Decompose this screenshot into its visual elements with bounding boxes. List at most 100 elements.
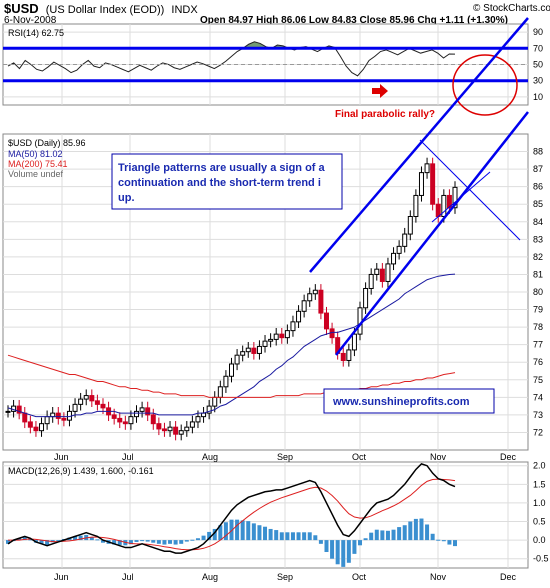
macd-histogram-bar [45,540,50,545]
rsi-tick-label: 10 [533,92,543,102]
macd-histogram-bar [341,540,346,567]
price-candle [251,347,257,354]
price-candle [55,412,61,419]
price-candle [167,426,173,432]
macd-tick-label: -0.5 [533,554,549,564]
macd-histogram-bar [330,540,335,559]
macd-histogram-bar [268,528,273,541]
price-candle [100,403,106,409]
price-candle [307,293,313,302]
price-candle [418,172,424,196]
macd-histogram-bar [95,539,100,541]
macd-signal-line [8,478,456,551]
macd-histogram-bar [453,540,457,547]
date-label: 6-Nov-2008 [4,15,57,26]
price-candle [156,423,162,430]
price-month-label: Dec [500,452,517,462]
macd-tick-label: 2.0 [533,461,546,471]
price-candle [117,417,123,423]
price-candle [435,203,441,218]
price-candle [217,386,223,398]
macd-histogram-bar [100,540,105,543]
price-candle [111,414,117,419]
macd-histogram-bar [140,540,145,542]
macd-histogram-bar [263,526,268,541]
macd-histogram-bar [352,540,357,554]
macd-histogram-bar [302,532,307,541]
triangle-upper-line [419,139,521,241]
price-candle [240,351,246,356]
price-tick-label: 79 [533,305,543,315]
price-tick-label: 77 [533,340,543,350]
macd-histogram-bar [335,540,340,565]
price-month-label: Oct [352,452,367,462]
price-candle [161,428,167,432]
price-tick-label: 88 [533,147,543,157]
triangle-note-text: continuation and the short-term trend i [118,177,321,189]
website-text: www.sunshineprofits.com [332,396,470,408]
price-tick-label: 87 [533,164,543,174]
price-candle [16,405,22,414]
price-candle [72,403,78,412]
macd-histogram-bar [430,533,435,541]
price-candle [256,345,262,354]
price-candle [145,407,151,416]
macd-histogram-bar [402,525,407,541]
macd-histogram-bar [151,540,156,543]
macd-histogram-bar [56,540,61,542]
macd-histogram-bar [218,525,223,541]
price-candle [452,186,458,209]
price-candle [301,300,307,312]
macd-histogram-bar [391,529,396,541]
macd-month-label: Jun [54,572,69,582]
price-candle [346,349,352,361]
price-tick-label: 80 [533,287,543,297]
legend-volume: Volume undef [8,169,64,179]
macd-histogram-bar [436,539,441,541]
price-candle [430,163,436,205]
macd-line [7,463,456,554]
price-candle [184,426,190,432]
macd-month-label: Jul [122,572,134,582]
price-candle [223,375,229,388]
macd-month-label: Aug [202,572,218,582]
price-candle [379,268,385,282]
price-tick-label: 76 [533,357,543,367]
macd-histogram-bar [307,532,312,541]
credit-label: © StockCharts.com [473,3,550,14]
macd-histogram-bar [363,538,368,541]
price-candle [391,252,397,265]
macd-histogram-bar [39,540,44,544]
price-month-label: Jul [122,452,134,462]
price-candle [206,405,212,414]
highlight-circle [452,54,518,116]
macd-histogram-bar [408,521,413,541]
price-tick-label: 85 [533,199,543,209]
macd-histogram-bar [441,540,446,542]
macd-month-label: Sep [277,572,293,582]
price-candle [33,426,39,432]
price-month-label: Nov [430,452,447,462]
price-candle [195,416,201,423]
macd-histogram-bar [212,528,217,541]
macd-histogram-bar [251,523,256,541]
price-candle [122,421,128,425]
macd-histogram-bar [168,540,173,544]
price-candle [22,412,28,423]
price-tick-label: 78 [533,322,543,332]
price-candle [234,354,240,365]
price-tick-label: 73 [533,410,543,420]
price-candle [402,233,408,247]
price-candle [368,273,374,289]
macd-title: MACD(12,26,9) 1.439, 1.600, -0.161 [8,466,154,476]
price-candle [273,333,279,340]
macd-histogram-bar [296,532,301,541]
macd-histogram-bar [78,535,83,541]
symbol-label: $USD [4,1,39,16]
macd-histogram-bar [279,532,284,541]
macd-histogram-bar [324,540,329,553]
macd-month-label: Oct [352,572,367,582]
macd-histogram-bar [89,537,94,541]
price-candle [446,194,452,209]
macd-histogram-bar [207,531,212,541]
